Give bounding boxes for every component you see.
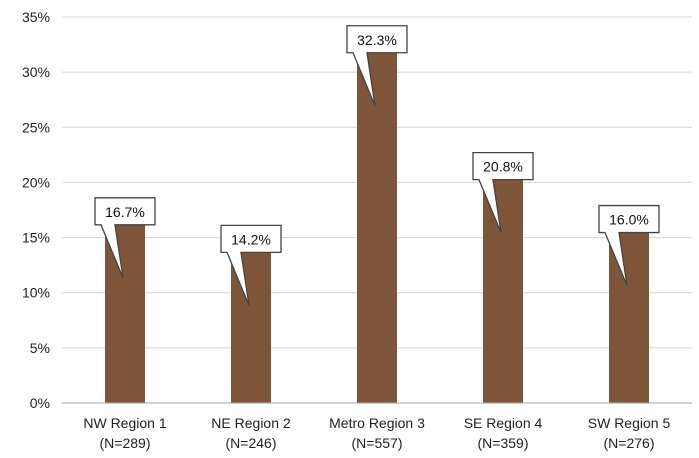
data-label: 16.0% [609,212,649,228]
y-tick-label: 35% [22,9,50,25]
x-tick-sublabel: (N=276) [604,435,655,451]
data-callout [220,224,282,306]
x-tick-label: Metro Region 3 [329,415,425,431]
y-tick-label: 10% [22,285,50,301]
bar [357,46,397,404]
x-tick-sublabel: (N=557) [352,435,403,451]
data-callout [94,197,156,279]
data-label: 32.3% [357,32,397,48]
data-callout [346,25,408,107]
bars [105,46,649,404]
data-labels: 16.7% 14.2% 32.3% 20.8% 16.0% [94,25,660,306]
x-tick-sublabel: (N=289) [100,435,151,451]
data-label: 16.7% [105,204,145,220]
x-tick-label: SW Region 5 [588,415,671,431]
x-tick-label: SE Region 4 [464,415,543,431]
x-tick-label: NW Region 1 [83,415,166,431]
bar [483,173,523,403]
data-label: 20.8% [483,159,523,175]
y-tick-label: 30% [22,64,50,80]
x-tick-sublabel: (N=359) [478,435,529,451]
x-tick-sublabel: (N=246) [226,435,277,451]
data-callout [598,204,660,286]
y-tick-label: 5% [30,340,50,356]
y-tick-label: 25% [22,119,50,135]
axes: 0% 5% 10% 15% 20% 25% 30% 35% NW Region 1 (N=289)… [22,9,692,451]
x-tick-label: NE Region 2 [211,415,291,431]
y-tick-label: 0% [30,395,50,411]
data-callout [472,151,534,233]
data-label: 14.2% [231,231,271,247]
y-tick-label: 15% [22,230,50,246]
y-tick-label: 20% [22,174,50,190]
